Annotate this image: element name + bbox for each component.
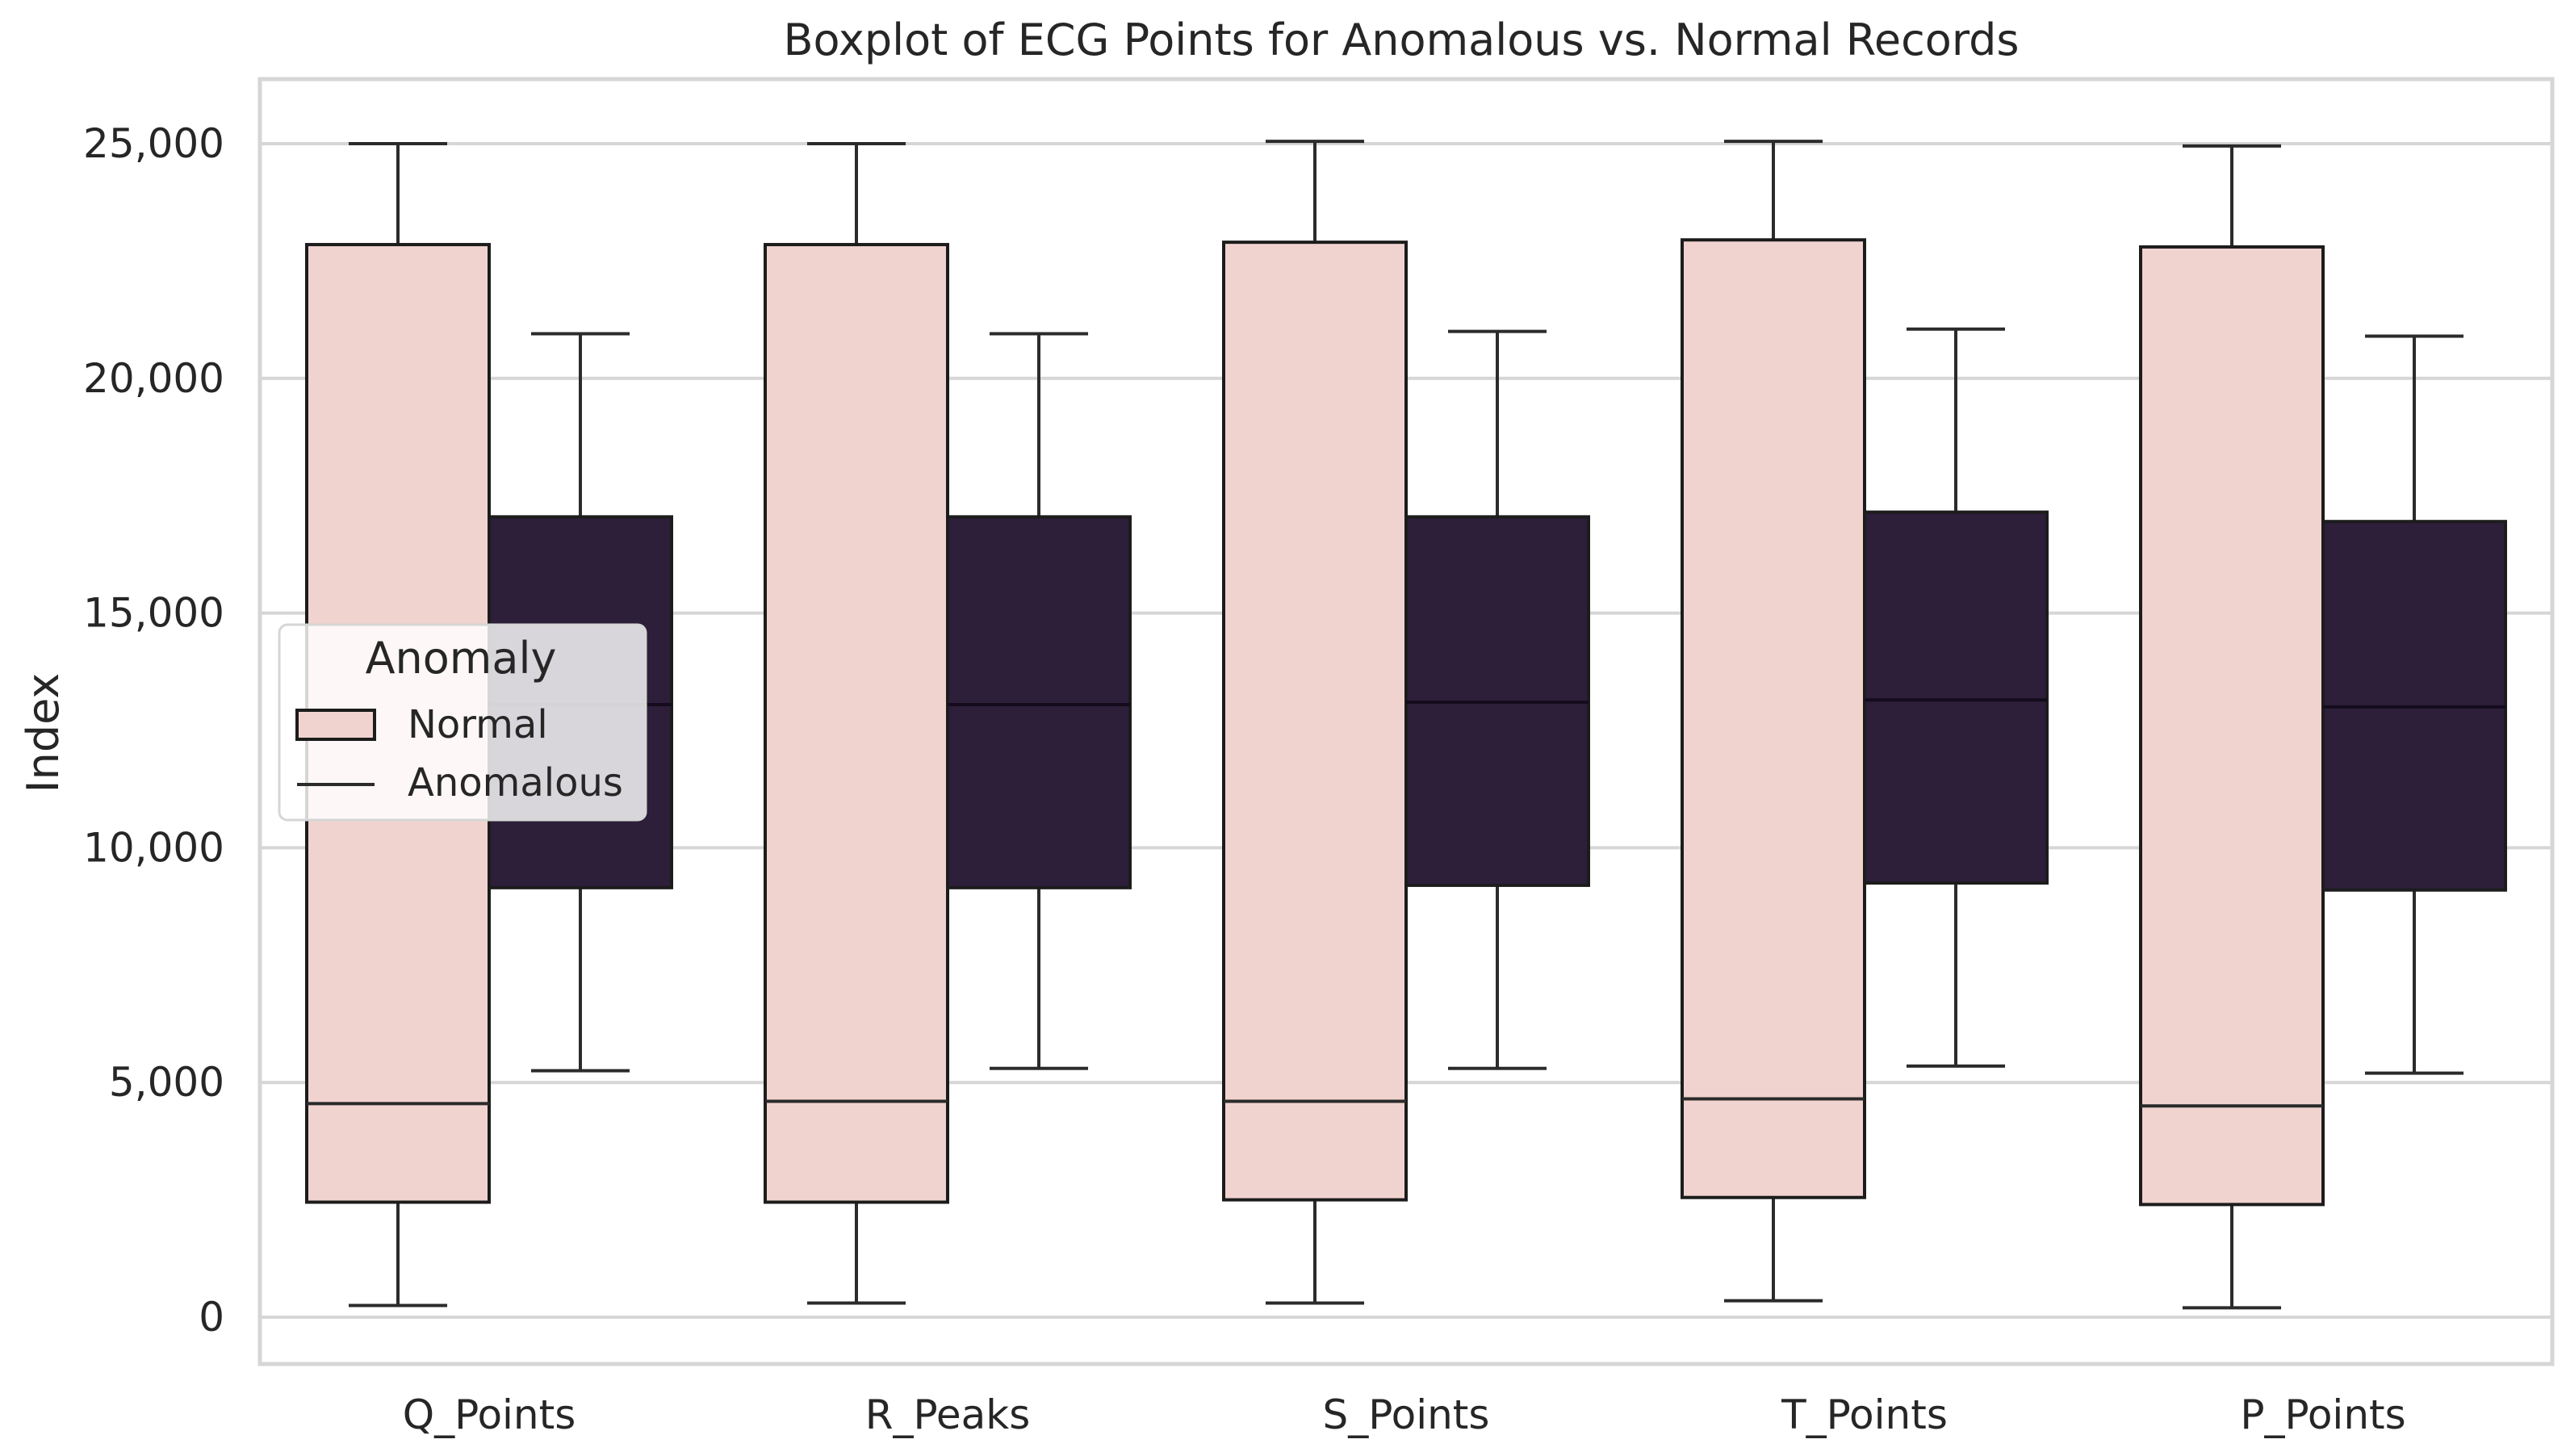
box-normal-r_peaks bbox=[764, 142, 949, 1305]
x-axis-ticks: Q_Points R_Peaks S_Points T_Points P_Points bbox=[403, 1391, 2406, 1438]
legend-swatch-normal bbox=[295, 709, 376, 741]
box-anomalous-r_peaks bbox=[946, 332, 1132, 1070]
x-tick-label: P_Points bbox=[2240, 1391, 2405, 1438]
iqr-box bbox=[1222, 241, 1408, 1202]
iqr-box bbox=[1681, 238, 1866, 1199]
y-tick-label: 20,000 bbox=[83, 355, 224, 402]
y-tick-label: 5,000 bbox=[109, 1059, 224, 1106]
y-tick-label: 0 bbox=[199, 1294, 224, 1341]
x-tick-label: R_Peaks bbox=[865, 1391, 1031, 1438]
legend-title: Anomaly bbox=[366, 633, 557, 684]
box-normal-s_points bbox=[1222, 140, 1408, 1305]
x-tick-label: Q_Points bbox=[403, 1391, 576, 1438]
chart-title: Boxplot of ECG Points for Anomalous vs. … bbox=[783, 15, 2019, 65]
legend-label-anomalous: Anomalous bbox=[408, 760, 623, 805]
iqr-box bbox=[946, 515, 1132, 889]
iqr-box bbox=[1863, 510, 2049, 885]
y-tick-label: 15,000 bbox=[83, 590, 224, 637]
y-axis-ticks: 0 5,000 10,000 15,000 20,000 25,000 bbox=[83, 120, 224, 1341]
box-normal-p_points bbox=[2139, 144, 2325, 1310]
x-tick-label: T_Points bbox=[1781, 1391, 1948, 1438]
iqr-box bbox=[764, 243, 949, 1204]
y-axis-label: Index bbox=[18, 673, 69, 793]
y-tick-label: 25,000 bbox=[83, 120, 224, 167]
box-anomalous-t_points bbox=[1863, 327, 2049, 1068]
legend[interactable]: Anomaly Normal Anomalous bbox=[278, 623, 647, 822]
iqr-box bbox=[2139, 245, 2325, 1207]
legend-box bbox=[278, 623, 647, 822]
legend-label-normal: Normal bbox=[408, 702, 548, 747]
y-tick-label: 10,000 bbox=[83, 824, 224, 871]
x-tick-label: S_Points bbox=[1323, 1391, 1490, 1438]
box-anomalous-p_points bbox=[2321, 334, 2507, 1075]
box-anomalous-s_points bbox=[1404, 329, 1590, 1070]
box-normal-t_points bbox=[1681, 140, 1866, 1303]
plot-frame bbox=[257, 77, 2555, 1366]
